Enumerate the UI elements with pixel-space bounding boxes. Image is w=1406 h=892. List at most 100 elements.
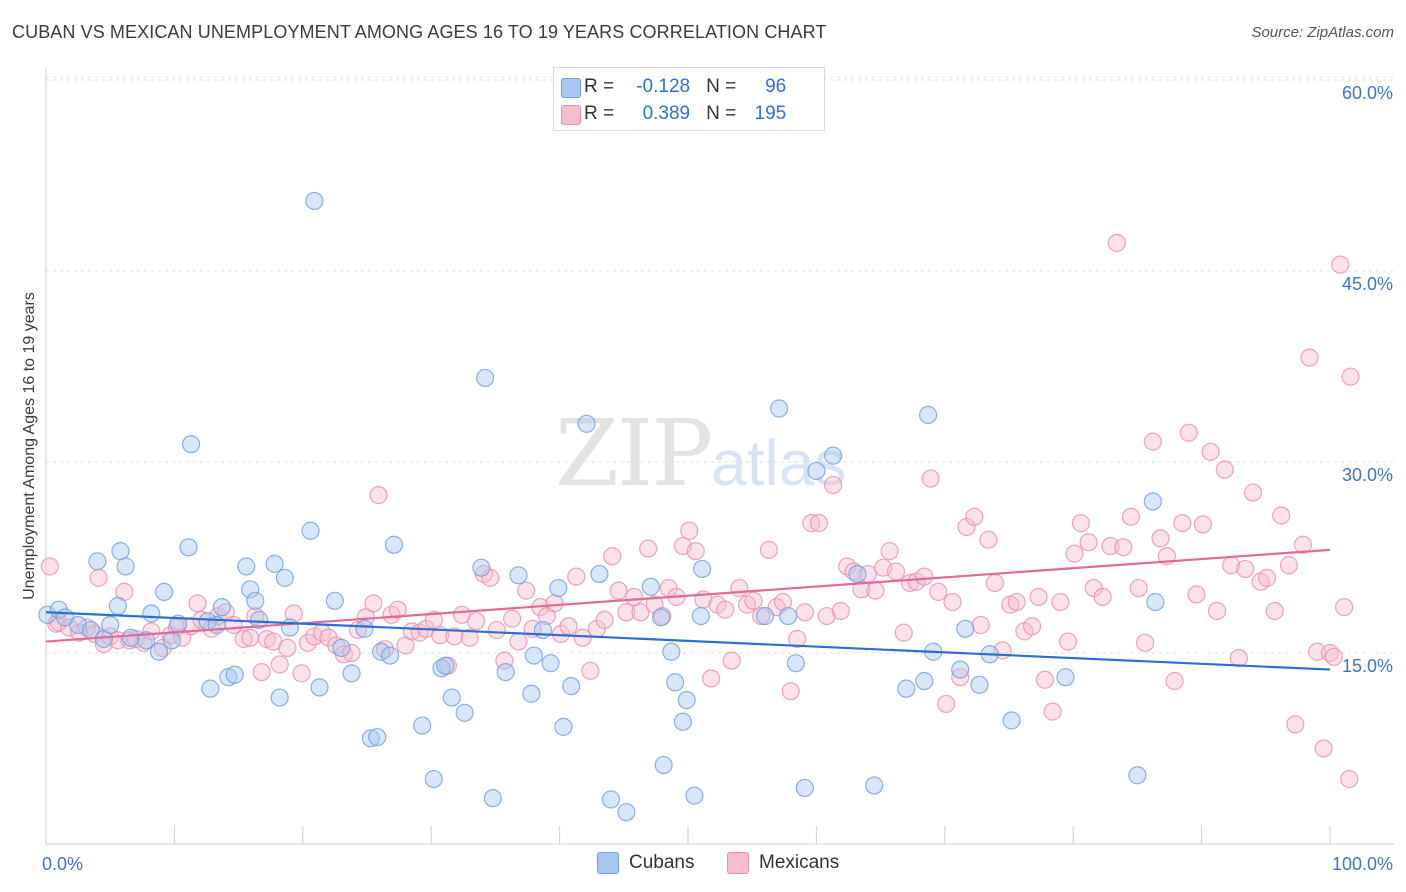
cuban-point — [241, 580, 260, 599]
cuban-point — [142, 604, 161, 623]
cuban-point — [601, 790, 621, 809]
mexican-point — [680, 521, 699, 540]
mexican-point — [40, 557, 59, 576]
watermark: ZIPatlas — [555, 400, 846, 507]
cuban-point — [372, 642, 391, 661]
mexican-point — [609, 581, 628, 600]
legend-r-value: -0.128 — [636, 76, 691, 97]
cuban-point — [1143, 492, 1162, 511]
cuban-point — [108, 596, 128, 615]
cuban-point — [88, 552, 107, 571]
legend-r-label: R = — [584, 103, 615, 124]
mexican-point — [1151, 529, 1170, 548]
mexican-point — [1341, 367, 1360, 386]
mexican-point — [1029, 587, 1048, 607]
mexican-point — [581, 661, 600, 680]
y-tick-label: 30.0% — [1342, 465, 1393, 485]
cuban-point — [483, 789, 502, 808]
mexican-point — [744, 591, 763, 610]
mexican-point — [894, 623, 913, 642]
mexican-point — [985, 573, 1004, 593]
mexican-point — [481, 568, 500, 587]
legend-label-mexicans: Mexicans — [759, 852, 840, 873]
mexican-point — [617, 603, 636, 622]
cuban-point — [225, 665, 244, 684]
cuban-point — [666, 673, 685, 692]
cuban-point — [865, 776, 884, 795]
mexican-point — [595, 610, 614, 629]
mexican-point — [1272, 506, 1291, 525]
cuban-point — [137, 631, 156, 650]
mexican-point — [445, 627, 464, 646]
cuban-point — [342, 664, 361, 683]
mexican-point — [866, 581, 885, 600]
mexican-point — [502, 609, 522, 628]
mexicans-trend-line — [45, 548, 1331, 643]
mexican-point — [1023, 617, 1042, 636]
cuban-point — [472, 558, 491, 577]
cuban-point — [1002, 711, 1021, 730]
legend-n-label: N = — [706, 76, 737, 97]
cuban-point — [677, 691, 696, 710]
cuban-point — [237, 557, 256, 576]
cuban-point — [413, 716, 432, 735]
cuban-point — [355, 619, 374, 638]
mexican-point — [241, 628, 260, 647]
cuban-point — [1146, 592, 1165, 612]
cuban-point — [265, 554, 284, 573]
mexican-point — [1207, 601, 1227, 621]
cuban-point — [549, 578, 568, 598]
mexican-point — [759, 540, 778, 559]
mexican-point — [364, 594, 383, 613]
cuban-point — [951, 660, 970, 679]
mexican-point — [460, 628, 479, 647]
mexican-point — [915, 567, 934, 586]
mexican-point — [639, 539, 658, 558]
cuban-point — [562, 677, 581, 696]
mexican-point — [795, 603, 814, 622]
mexican-point — [509, 632, 528, 651]
mexican-point — [270, 655, 289, 674]
mexican-point — [1079, 533, 1098, 552]
cuban-point — [442, 688, 461, 707]
mexican-point — [971, 615, 990, 635]
mexican-point — [1043, 702, 1062, 721]
chart-title: CUBAN VS MEXICAN UNEMPLOYMENT AMONG AGES… — [12, 22, 827, 42]
y-tick-label: 45.0% — [1342, 274, 1393, 294]
mexican-point — [817, 606, 836, 626]
cuban-point — [384, 535, 404, 554]
cuban-point — [455, 703, 474, 722]
cuban-point — [685, 786, 704, 805]
mexican-point — [1093, 587, 1112, 607]
mexican-point — [773, 592, 793, 612]
cuban-point — [823, 446, 843, 465]
y-tick-label: 15.0% — [1342, 656, 1393, 676]
mexican-point — [1279, 556, 1299, 575]
cuban-point — [524, 646, 544, 665]
cuban-point — [149, 642, 169, 661]
cuban-point — [116, 557, 135, 576]
mexican-point — [653, 606, 672, 626]
mexican-point — [722, 651, 741, 670]
cuban-point — [301, 521, 320, 540]
mexican-point — [852, 580, 871, 599]
mexican-point — [1300, 348, 1319, 367]
x-tick-label: 0.0% — [42, 854, 83, 874]
legend-r-label: R = — [584, 76, 615, 97]
mexican-point — [559, 617, 578, 636]
mexican-point — [1114, 538, 1133, 557]
cuban-point — [755, 606, 775, 626]
cuban-point — [848, 564, 867, 584]
cuban-point — [956, 619, 975, 638]
mexican-point — [1265, 601, 1284, 621]
legend-r-value: 0.389 — [642, 103, 691, 124]
mexican-point — [921, 469, 940, 488]
cuban-point — [897, 679, 916, 698]
mexican-point — [1179, 423, 1198, 442]
mexican-point — [252, 662, 271, 682]
cuban-point — [111, 542, 130, 561]
cuban-point — [162, 631, 181, 650]
cuban-point — [436, 656, 455, 675]
mexican-point — [1143, 432, 1162, 451]
mexican-point — [965, 507, 984, 526]
